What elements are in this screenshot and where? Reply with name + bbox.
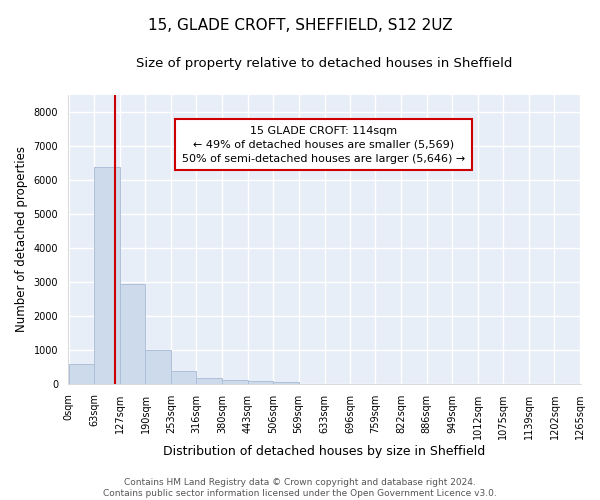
Bar [145,350,171,384]
Title: Size of property relative to detached houses in Sheffield: Size of property relative to detached ho… [136,58,512,70]
Y-axis label: Number of detached properties: Number of detached properties [15,146,28,332]
Text: 15, GLADE CROFT, SHEFFIELD, S12 2UZ: 15, GLADE CROFT, SHEFFIELD, S12 2UZ [148,18,452,32]
Bar [196,378,222,384]
Text: 15 GLADE CROFT: 114sqm
← 49% of detached houses are smaller (5,569)
50% of semi-: 15 GLADE CROFT: 114sqm ← 49% of detached… [182,126,465,164]
Bar [273,382,299,384]
Bar [94,166,120,384]
Text: Contains HM Land Registry data © Crown copyright and database right 2024.
Contai: Contains HM Land Registry data © Crown c… [103,478,497,498]
Bar [248,381,273,384]
Bar [120,284,145,384]
Bar [171,371,196,384]
Bar [69,364,94,384]
Bar [222,380,248,384]
X-axis label: Distribution of detached houses by size in Sheffield: Distribution of detached houses by size … [163,444,485,458]
